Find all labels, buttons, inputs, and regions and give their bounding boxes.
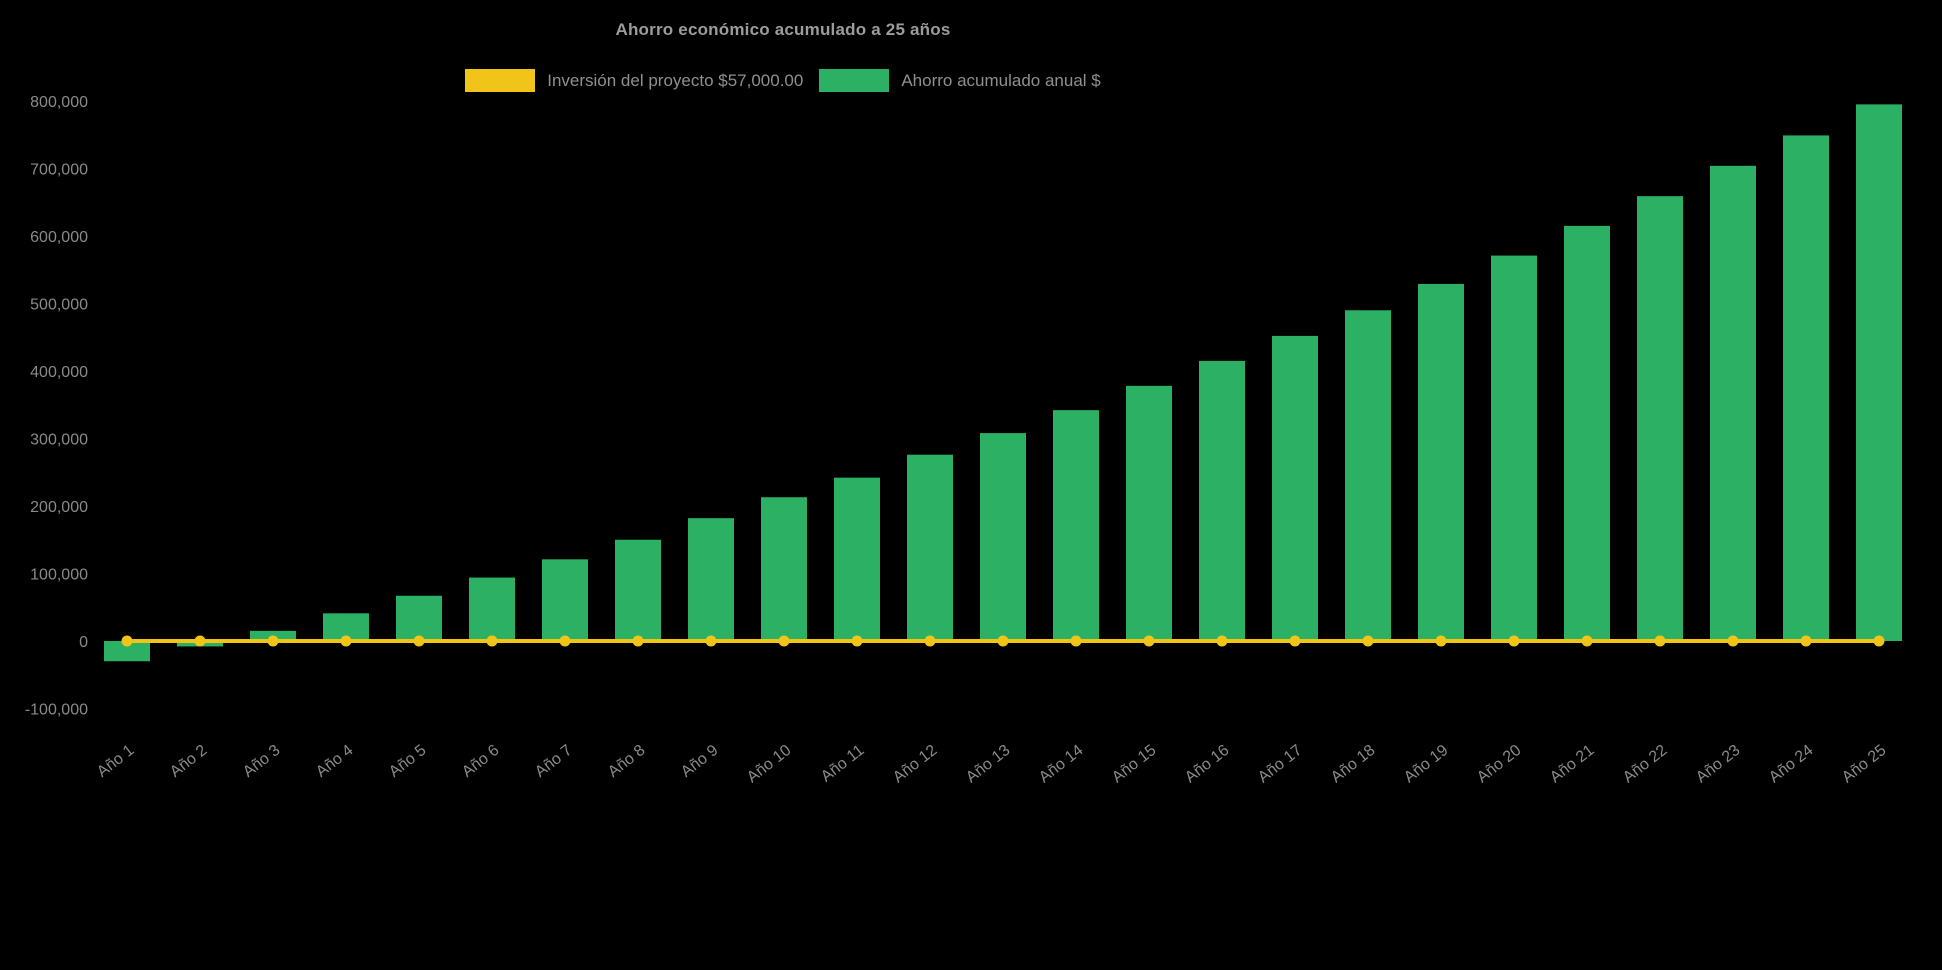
investment-point bbox=[1654, 635, 1666, 647]
bar-year-13 bbox=[980, 433, 1026, 641]
y-axis-label: 600,000 bbox=[30, 229, 88, 246]
investment-point bbox=[486, 635, 498, 647]
investment-point bbox=[1070, 635, 1082, 647]
x-axis-label: Año 9 bbox=[678, 742, 721, 781]
investment-point bbox=[924, 635, 936, 647]
investment-point bbox=[121, 635, 133, 647]
investment-point bbox=[1581, 635, 1593, 647]
bar-year-12 bbox=[907, 454, 953, 641]
y-axis-label: 800,000 bbox=[30, 94, 88, 111]
bar-year-22 bbox=[1637, 196, 1683, 642]
x-axis-label: Año 18 bbox=[1328, 742, 1379, 787]
x-axis-label: Año 6 bbox=[459, 742, 502, 781]
x-axis-label: Año 3 bbox=[240, 742, 283, 781]
x-axis-label: Año 25 bbox=[1839, 742, 1890, 787]
bar-year-8 bbox=[615, 539, 661, 641]
bar-year-23 bbox=[1710, 165, 1756, 642]
y-axis-label: 400,000 bbox=[30, 364, 88, 381]
bar-year-15 bbox=[1126, 385, 1172, 641]
x-axis-label: Año 22 bbox=[1620, 742, 1671, 787]
legend-swatch-inversion bbox=[465, 69, 536, 92]
investment-point bbox=[851, 635, 863, 647]
investment-point bbox=[632, 635, 644, 647]
x-axis-label: Año 23 bbox=[1693, 742, 1744, 787]
investment-point bbox=[1362, 635, 1374, 647]
investment-point bbox=[1143, 635, 1155, 647]
x-axis-label: Año 20 bbox=[1474, 742, 1525, 787]
investment-point bbox=[1216, 635, 1228, 647]
y-axis-label: 0 bbox=[79, 634, 88, 651]
bar-year-14 bbox=[1053, 410, 1099, 641]
bar-year-17 bbox=[1272, 335, 1318, 641]
bar-year-21 bbox=[1564, 225, 1610, 641]
investment-point bbox=[194, 635, 206, 647]
bar-year-7 bbox=[542, 559, 588, 641]
x-axis-label: Año 4 bbox=[313, 742, 356, 781]
x-axis-label: Año 2 bbox=[167, 742, 210, 781]
y-axis-label: -100,000 bbox=[25, 702, 88, 719]
bar-year-25 bbox=[1856, 104, 1902, 641]
legend-item-inversion[interactable]: Inversión del proyecto $57,000.00 bbox=[465, 69, 803, 92]
legend-swatch-ahorro bbox=[819, 69, 890, 92]
investment-point bbox=[1289, 635, 1301, 647]
investment-point bbox=[1727, 635, 1739, 647]
x-axis-label: Año 5 bbox=[386, 742, 429, 781]
x-axis-label: Año 8 bbox=[605, 742, 648, 781]
x-axis-label: Año 19 bbox=[1401, 742, 1452, 787]
investment-point bbox=[413, 635, 425, 647]
bar-year-1 bbox=[104, 641, 150, 662]
bar-year-6 bbox=[469, 577, 515, 641]
x-axis-label: Año 10 bbox=[744, 742, 795, 787]
y-axis-label: 100,000 bbox=[30, 567, 88, 584]
bar-year-18 bbox=[1345, 310, 1391, 641]
investment-point bbox=[1873, 635, 1885, 647]
bar-year-19 bbox=[1418, 283, 1464, 641]
bar-year-11 bbox=[834, 477, 880, 641]
bar-year-10 bbox=[761, 497, 807, 641]
x-axis-label: Año 14 bbox=[1036, 742, 1087, 787]
investment-point bbox=[1508, 635, 1520, 647]
chart-title: Ahorro económico acumulado a 25 años bbox=[615, 20, 951, 39]
investment-point bbox=[778, 635, 790, 647]
x-axis-label: Año 7 bbox=[532, 742, 575, 781]
x-axis-label: Año 11 bbox=[818, 742, 868, 786]
investment-point bbox=[340, 635, 352, 647]
investment-point bbox=[997, 635, 1009, 647]
x-axis-label: Año 12 bbox=[890, 742, 941, 787]
y-axis-label: 700,000 bbox=[30, 162, 88, 179]
bar-year-5 bbox=[396, 595, 442, 641]
chart-legend: Inversión del proyecto $57,000.00 Ahorro… bbox=[0, 69, 1566, 92]
x-axis-label: Año 15 bbox=[1109, 742, 1160, 787]
investment-point bbox=[559, 635, 571, 647]
y-axis-label: 200,000 bbox=[30, 499, 88, 516]
legend-item-ahorro[interactable]: Ahorro acumulado anual $ bbox=[819, 69, 1101, 92]
x-axis-label: Año 13 bbox=[963, 742, 1014, 787]
bar-year-24 bbox=[1783, 135, 1829, 642]
bar-year-20 bbox=[1491, 255, 1537, 641]
bar-year-16 bbox=[1199, 360, 1245, 641]
legend-label-ahorro: Ahorro acumulado anual $ bbox=[901, 70, 1101, 90]
x-axis-label: Año 1 bbox=[94, 742, 137, 781]
x-axis-label: Año 24 bbox=[1766, 742, 1817, 787]
bar-year-9 bbox=[688, 518, 734, 641]
legend-label-inversion: Inversión del proyecto $57,000.00 bbox=[547, 70, 804, 90]
investment-point bbox=[1435, 635, 1447, 647]
y-axis-label: 300,000 bbox=[30, 432, 88, 449]
investment-point bbox=[1800, 635, 1812, 647]
investment-point bbox=[267, 635, 279, 647]
y-axis-label: 500,000 bbox=[30, 297, 88, 314]
x-axis-label: Año 17 bbox=[1255, 742, 1306, 787]
investment-point bbox=[705, 635, 717, 647]
x-axis-label: Año 21 bbox=[1547, 742, 1598, 787]
x-axis-label: Año 16 bbox=[1182, 742, 1233, 787]
